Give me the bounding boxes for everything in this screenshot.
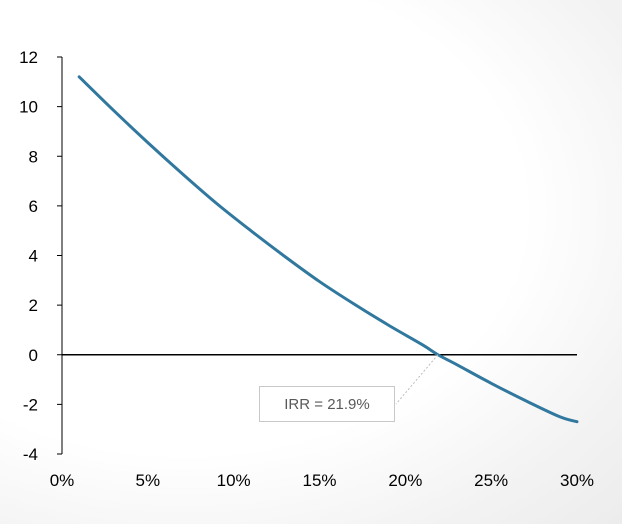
y-tick-label: -4 <box>23 445 38 464</box>
irr-annotation-label: IRR = 21.9% <box>259 386 395 422</box>
y-tick-label: -2 <box>23 395 38 414</box>
annotation-layer <box>395 354 439 405</box>
npv-curve-line <box>77 75 579 424</box>
y-tick-label: 0 <box>29 346 38 365</box>
x-tick-label: 10% <box>217 471 251 490</box>
x-tick-label: 20% <box>388 471 422 490</box>
x-tick-label: 15% <box>302 471 336 490</box>
y-tick-label: 2 <box>29 296 38 315</box>
x-tick-label: 5% <box>136 471 161 490</box>
y-tick-label: 10 <box>19 98 38 117</box>
x-tick-label: 30% <box>560 471 594 490</box>
series-layer <box>77 75 579 424</box>
y-tick-label: 6 <box>29 197 38 216</box>
y-tick-label: 4 <box>29 247 38 266</box>
y-tick-label: 12 <box>19 48 38 67</box>
y-tick-label: 8 <box>29 147 38 166</box>
x-tick-label: 25% <box>474 471 508 490</box>
ticks-layer: 12 10 8 6 4 2 0 -2 -4 0% 5% 10% 15% 20% 25% 30% <box>19 48 594 490</box>
irr-leader-line <box>395 354 439 405</box>
x-tick-label: 0% <box>50 471 75 490</box>
